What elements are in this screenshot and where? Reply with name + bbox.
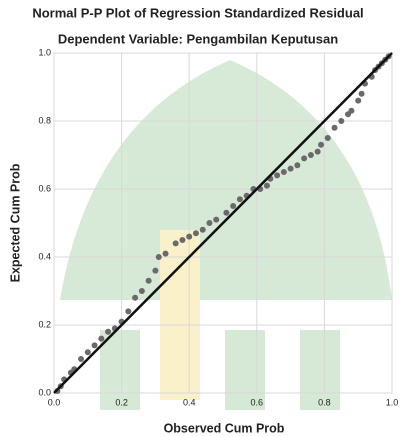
y-tick-label: 0.8 [38, 115, 51, 125]
point [85, 349, 91, 355]
page: Normal P-P Plot of Regression Standardiz… [0, 0, 400, 437]
y-tick-label: 0.4 [38, 251, 51, 261]
point [301, 155, 307, 161]
point [186, 234, 192, 240]
y-tick-label: 0.6 [38, 183, 51, 193]
point [294, 162, 300, 168]
y-axis-label: Expected Cum Prob [8, 163, 22, 282]
x-tick-label: 0.2 [115, 397, 128, 407]
y-tick-label: 0.0 [38, 387, 51, 397]
point [200, 227, 206, 233]
x-tick-label: 0.6 [251, 397, 264, 407]
point [206, 220, 212, 226]
point [193, 230, 199, 236]
chart-subtitle: Dependent Variable: Pengambilan Keputusa… [58, 31, 338, 46]
point [92, 342, 98, 348]
point [348, 108, 354, 114]
watermark [60, 60, 392, 410]
point [163, 251, 169, 257]
point [132, 295, 138, 301]
point [281, 169, 287, 175]
point [152, 268, 158, 274]
point [359, 91, 365, 97]
point [338, 118, 344, 124]
y-tick-label: 0.2 [38, 319, 51, 329]
point [237, 196, 243, 202]
point [223, 210, 229, 216]
point [315, 149, 321, 155]
chart-title: Normal P-P Plot of Regression Standardiz… [32, 5, 363, 20]
point [308, 152, 314, 158]
point [288, 166, 294, 172]
point [78, 356, 84, 362]
point [173, 240, 179, 246]
x-tick-label: 1.0 [386, 397, 399, 407]
point [105, 329, 111, 335]
x-tick-label: 0.4 [183, 397, 196, 407]
point [318, 142, 324, 148]
x-axis-label: Observed Cum Prob [164, 421, 285, 435]
point [125, 308, 131, 314]
point [355, 98, 361, 104]
point [230, 203, 236, 209]
x-tick-label: 0.8 [318, 397, 331, 407]
point [274, 172, 280, 178]
point [146, 278, 152, 284]
point [332, 125, 338, 131]
x-tick-label: 0.0 [48, 397, 61, 407]
point [156, 254, 162, 260]
point [139, 288, 145, 294]
y-tick-label: 1.0 [38, 47, 51, 57]
point [98, 336, 104, 342]
chart: Normal P-P Plot of Regression Standardiz… [0, 0, 400, 437]
point [179, 237, 185, 243]
point [264, 183, 270, 189]
point [325, 135, 331, 141]
point [213, 217, 219, 223]
